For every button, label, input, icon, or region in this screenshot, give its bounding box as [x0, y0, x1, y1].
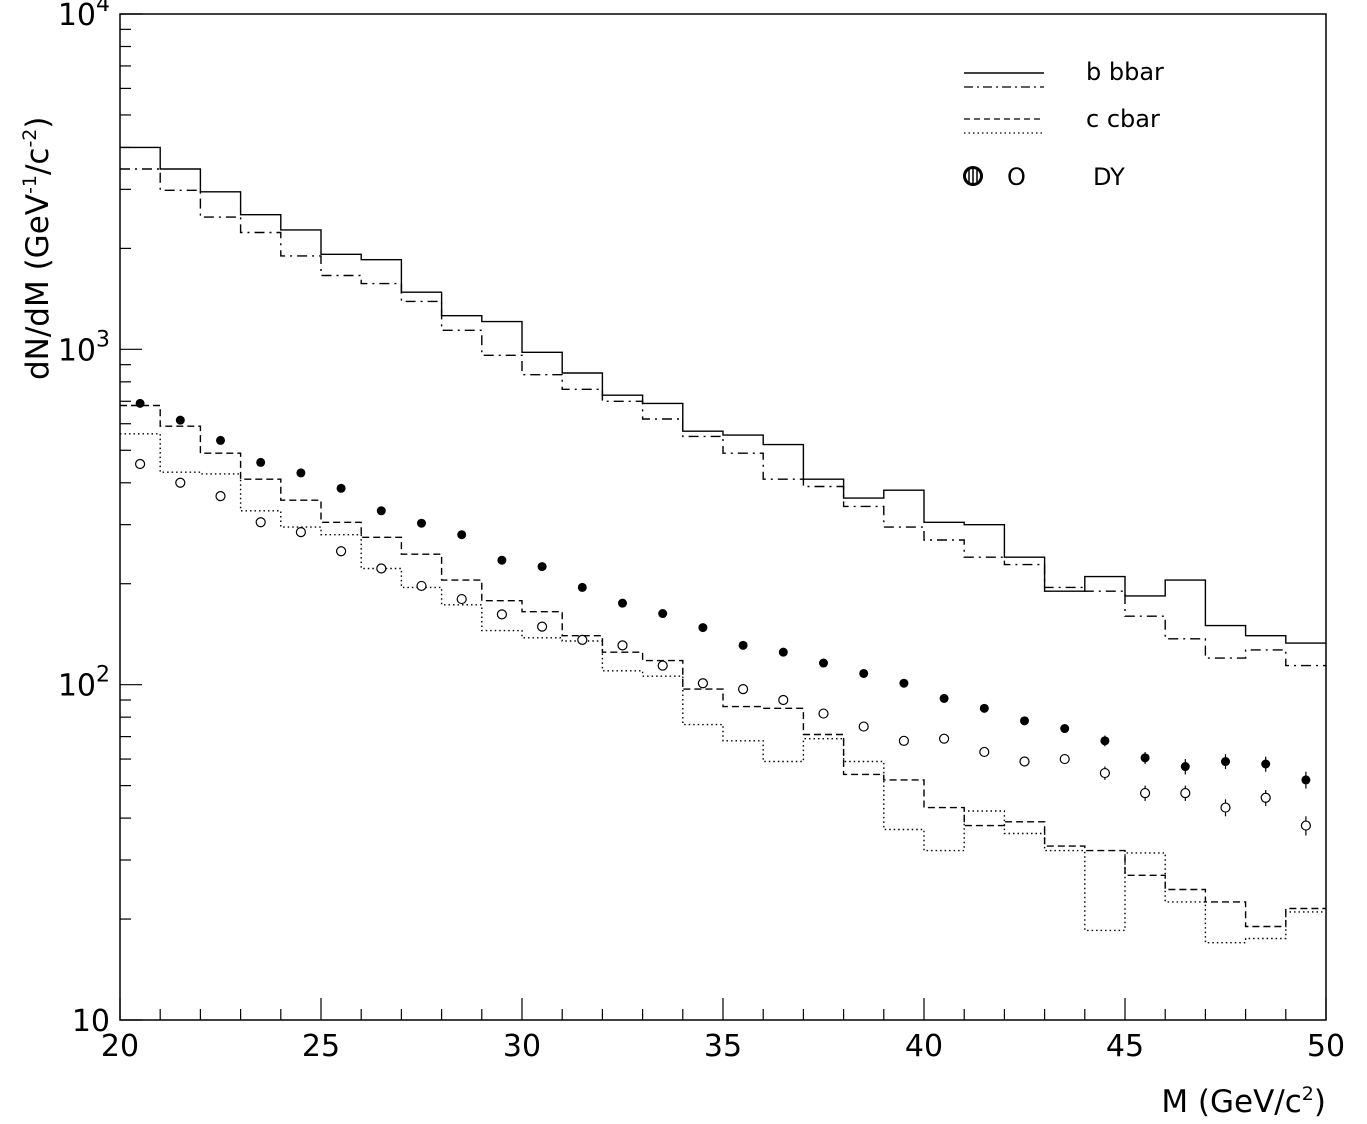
x-tick-label: 50 [1307, 1029, 1345, 1064]
point-dy_filled [1060, 724, 1070, 734]
point-dy_filled [658, 609, 668, 619]
point-dy_filled [1221, 757, 1230, 767]
point-dy_filled [577, 582, 587, 592]
legend-dy-label: DY [1093, 163, 1125, 191]
marker-group [135, 398, 1312, 836]
point-dy_filled [497, 555, 507, 565]
point-dy_open [255, 517, 266, 528]
point-dy_open [295, 527, 306, 538]
x-tick-label: 20 [101, 1029, 139, 1064]
point-dy_open [617, 640, 628, 651]
point-dy_filled [1301, 775, 1311, 785]
point-dy_filled [859, 668, 869, 678]
point-dy_filled [698, 623, 708, 633]
series-group [120, 146, 1326, 944]
y-tick-label: 103 [58, 327, 110, 368]
series-bb_dashdot [120, 168, 1326, 667]
point-dy_open [456, 593, 467, 605]
x-tick-label: 40 [905, 1029, 943, 1064]
legend: b bbar c cbar O DY [963, 58, 1164, 191]
y-axis-title: dN/dM (GeV-1/c-2) [19, 116, 56, 380]
legend-bb-label: b bbar [1086, 58, 1164, 86]
series-cc_dotted [120, 433, 1326, 944]
y-tick-label: 102 [58, 663, 110, 704]
x-tick-label: 30 [503, 1029, 541, 1064]
plot-frame [119, 13, 1327, 1021]
point-dy_filled [899, 678, 909, 688]
point-dy_filled [417, 518, 426, 528]
point-dy_open [737, 684, 749, 695]
point-dy_open [536, 621, 548, 632]
point-dy_filled [819, 658, 828, 668]
series-cc_dashed [120, 404, 1326, 928]
point-dy_open [1139, 787, 1151, 799]
point-dy_filled [778, 647, 788, 657]
point-dy_open [577, 634, 588, 645]
y-tick-label: 10 [72, 1004, 110, 1039]
point-dy_open [135, 458, 146, 470]
point-dy_open [336, 546, 347, 557]
point-dy_open [898, 735, 910, 746]
point-dy_open [1300, 820, 1312, 831]
point-dy_open [979, 746, 990, 758]
x-tick-label: 25 [302, 1029, 340, 1064]
point-dy_filled [256, 457, 266, 467]
legend-cc-label: c cbar [1086, 105, 1160, 133]
point-dy_filled [1261, 759, 1271, 769]
x-tick-label: 45 [1106, 1029, 1144, 1064]
point-dy_filled [537, 562, 547, 572]
point-dy_open [215, 491, 226, 502]
point-dy_open [657, 660, 668, 671]
point-dy_filled [939, 693, 949, 703]
point-dy_open [938, 733, 950, 744]
point-dy_filled [216, 435, 225, 445]
point-dy_filled [1180, 762, 1190, 772]
y-tick-label: 104 [58, 0, 110, 33]
point-dy_filled [175, 415, 185, 425]
point-dy_open [175, 477, 186, 488]
point-dy_open [1260, 792, 1271, 803]
point-dy_filled [1020, 716, 1029, 726]
point-dy_open [1019, 756, 1030, 767]
legend-dy-open-marker: O [1007, 163, 1026, 191]
x-axis-title: M (GeV/c2) [1161, 1083, 1326, 1120]
point-dy_filled [135, 398, 145, 408]
series-bb_solid [120, 146, 1326, 644]
point-dy_filled [979, 703, 989, 713]
point-dy_open [778, 694, 789, 706]
point-dy_open [1099, 767, 1111, 779]
point-dy_filled [376, 506, 386, 516]
point-dy_open [858, 721, 869, 732]
point-dy_open [818, 708, 829, 719]
point-dy_open [1180, 787, 1191, 799]
point-dy_open [1059, 753, 1070, 765]
point-dy_open [496, 609, 507, 620]
point-dy_open [697, 678, 709, 689]
point-dy_open [376, 563, 387, 574]
x-tick-label: 35 [704, 1029, 742, 1064]
point-dy_filled [618, 598, 627, 608]
point-dy_filled [457, 530, 467, 540]
point-dy_filled [738, 640, 748, 650]
point-dy_filled [1140, 753, 1150, 763]
axis-ticks: 20 25 30 35 40 45 50 104 103 102 10 [58, 0, 1345, 1064]
point-dy_filled [296, 468, 306, 478]
point-dy_filled [1100, 736, 1110, 746]
point-dy_filled [336, 483, 346, 493]
point-dy_open [416, 580, 427, 592]
point-dy_open [1220, 802, 1231, 813]
